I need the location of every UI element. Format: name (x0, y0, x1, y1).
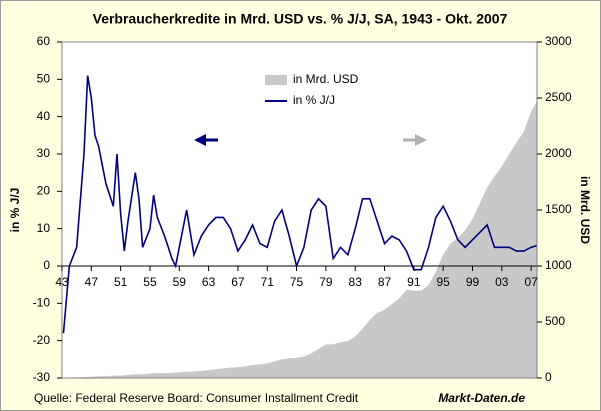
arrow-head (415, 134, 427, 146)
y2-axis-label: in Mrd. USD (578, 176, 592, 244)
x-tick-label: 59 (173, 275, 187, 289)
y-tick-label: 0 (43, 258, 50, 272)
y-tick-label: 40 (37, 109, 51, 123)
x-tick-label: 67 (231, 275, 245, 289)
y-axis-label: in % J/J (8, 188, 22, 233)
y-tick-label: 20 (37, 184, 51, 198)
chart-title: Verbraucherkredite in Mrd. USD vs. % J/J… (93, 11, 508, 27)
x-tick-label: 83 (349, 275, 363, 289)
y-tick-label: 30 (37, 146, 51, 160)
source: Quelle: Federal Reserve Board: Consumer … (34, 391, 359, 405)
line (62, 75, 538, 334)
arrow-head (194, 134, 206, 146)
x-tick-label: 55 (143, 275, 157, 289)
x-tick-label: 99 (466, 275, 480, 289)
plot (62, 75, 538, 379)
legend-swatch (265, 75, 287, 85)
x-tick-label: 75 (290, 275, 304, 289)
y-tick-label: -10 (33, 296, 51, 310)
y2-tick-label: 0 (545, 370, 552, 384)
watermark: Markt-Daten.de (438, 391, 525, 405)
area (62, 101, 537, 379)
x-tick-label: 95 (436, 275, 450, 289)
y2-tick-label: 500 (545, 314, 565, 328)
y-tick-label: -20 (33, 333, 51, 347)
y2-tick-label: 1500 (545, 202, 572, 216)
x-tick-label: 79 (319, 275, 333, 289)
arrow-right (403, 134, 427, 146)
x-tick-label: 91 (407, 275, 421, 289)
x-tick-label: 03 (495, 275, 509, 289)
y2-tick-label: 1000 (545, 258, 572, 272)
y2-tick-label: 2000 (545, 146, 572, 160)
legend-label: in Mrd. USD (293, 72, 359, 86)
x-tick-label: 07 (524, 275, 538, 289)
y2-tick-label: 3000 (545, 34, 572, 48)
y-tick-label: 10 (37, 221, 51, 235)
y-tick-label: 60 (37, 34, 51, 48)
arrow-left (194, 134, 218, 146)
y-tick-label: 50 (37, 72, 51, 86)
x-tick-label: 51 (114, 275, 128, 289)
x-tick-label: 43 (55, 275, 69, 289)
x-tick-label: 87 (378, 275, 392, 289)
y2-tick-label: 2500 (545, 90, 572, 104)
x-tick-label: 71 (261, 275, 275, 289)
x-tick-label: 47 (85, 275, 99, 289)
y-tick-label: -30 (33, 370, 51, 384)
x-tick-label: 63 (202, 275, 216, 289)
legend-label: in % J/J (293, 93, 335, 107)
